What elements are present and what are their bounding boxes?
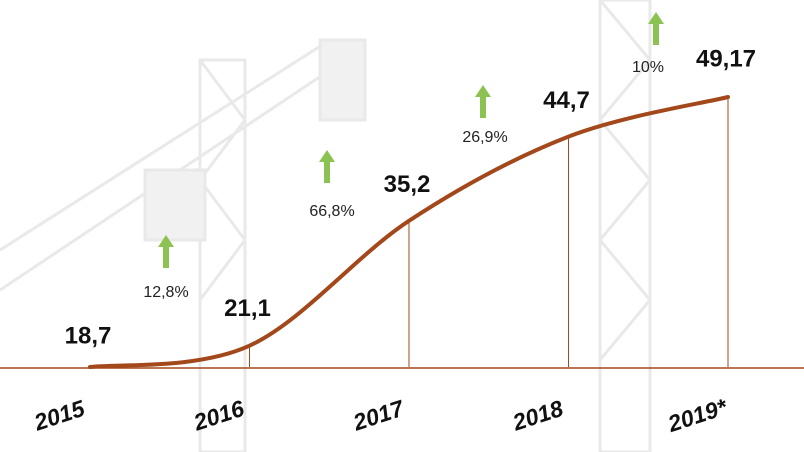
growth-label: 26,9%	[462, 129, 507, 146]
growth-label: 12,8%	[143, 284, 188, 301]
page: {"chart_data": {"type": "line", "categor…	[0, 0, 804, 452]
growth-label: 10%	[632, 59, 664, 76]
chart: 18,7 2015 21,1 2016 35,2 2017 44,7 2018 49,17 201…	[0, 0, 804, 452]
x-tick-label: 2015	[30, 395, 89, 436]
growth-label: 66,8%	[309, 203, 354, 220]
growth-arrow	[319, 150, 335, 183]
value-label: 35,2	[384, 171, 431, 198]
value-label: 44,7	[543, 87, 590, 114]
growth-arrow	[475, 85, 491, 118]
value-label: 49,17	[696, 45, 756, 72]
x-tick-label: 2016	[190, 395, 248, 436]
background-cranes	[0, 0, 650, 452]
x-tick-label: 2017	[349, 395, 408, 436]
value-label: 21,1	[224, 295, 271, 322]
value-label: 18,7	[65, 322, 112, 349]
x-tick-label: 2019*	[664, 393, 731, 437]
x-tick-label: 2018	[509, 395, 567, 436]
